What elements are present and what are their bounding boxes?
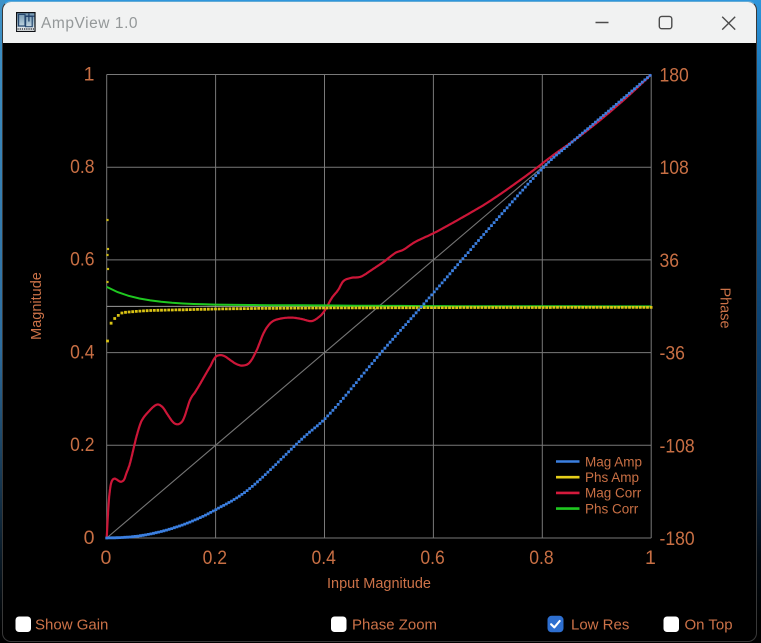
svg-text:Low Res: Low Res — [571, 617, 629, 634]
svg-text:-180: -180 — [660, 528, 695, 550]
svg-text:Phase Zoom: Phase Zoom — [352, 617, 437, 634]
svg-text:On Top: On Top — [685, 617, 733, 634]
svg-text:Phase: Phase — [717, 287, 733, 328]
svg-text:108: 108 — [660, 157, 689, 179]
svg-text:-108: -108 — [660, 435, 695, 457]
svg-text:1: 1 — [84, 63, 95, 85]
svg-text:Input Magnitude: Input Magnitude — [327, 576, 431, 592]
svg-text:0.4: 0.4 — [312, 547, 337, 569]
svg-text:0.2: 0.2 — [203, 547, 227, 569]
svg-text:36: 36 — [660, 250, 680, 272]
svg-text:0.4: 0.4 — [70, 341, 95, 363]
svg-text:1: 1 — [645, 547, 656, 569]
svg-text:Show Gain: Show Gain — [35, 617, 108, 634]
svg-text:Mag Corr: Mag Corr — [585, 486, 642, 501]
svg-text:180: 180 — [660, 65, 689, 87]
svg-text:Phs Amp: Phs Amp — [585, 470, 639, 485]
svg-text:0.6: 0.6 — [420, 547, 444, 569]
svg-text:Mag Amp: Mag Amp — [585, 454, 642, 469]
svg-text:0: 0 — [84, 527, 95, 549]
svg-text:0.2: 0.2 — [70, 434, 94, 456]
svg-text:-36: -36 — [660, 343, 685, 365]
svg-text:0: 0 — [100, 547, 111, 569]
svg-text:0.8: 0.8 — [70, 156, 94, 178]
svg-text:0.8: 0.8 — [529, 547, 553, 569]
svg-text:Phs Corr: Phs Corr — [585, 501, 639, 516]
svg-text:Magnitude: Magnitude — [29, 272, 45, 340]
svg-text:0.6: 0.6 — [70, 249, 94, 271]
